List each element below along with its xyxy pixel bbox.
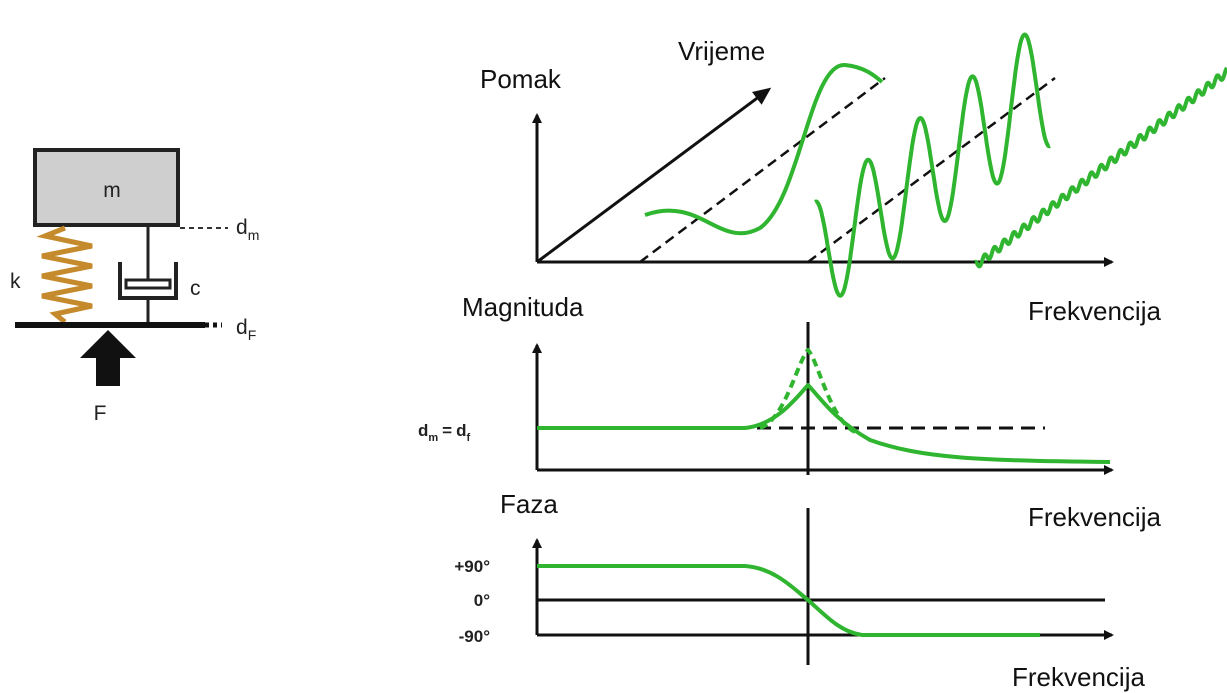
mechanical-model: m dm k c dF F — [10, 148, 259, 425]
time-label: Vrijeme — [678, 36, 765, 66]
symbol: d — [456, 421, 466, 440]
tick-label: -90° — [459, 627, 491, 646]
phase-curve — [537, 564, 1040, 637]
time-arrow — [536, 87, 772, 264]
force-label: F — [94, 402, 107, 425]
subscript: f — [467, 432, 471, 444]
tick-label: +90° — [454, 557, 490, 576]
x-label: Frekvencija — [1028, 296, 1161, 326]
phase-plot: +90° 0° -90° Faza Frekvencija — [454, 489, 1145, 692]
spring-label: k — [10, 270, 21, 293]
force-arrow — [80, 330, 136, 386]
magnitude-plot: dm = df Magnituda Frekvencija — [418, 292, 1161, 532]
magnitude-curve-low-damping — [759, 348, 857, 434]
y-label: Faza — [500, 489, 558, 519]
damper-piston — [124, 278, 172, 290]
x-label: Frekvencija — [1012, 662, 1145, 692]
y-label: Pomak — [480, 64, 562, 94]
symbol: d — [418, 421, 428, 440]
time-line — [807, 76, 1056, 264]
spring — [36, 225, 93, 324]
low-frequency-response — [644, 62, 884, 236]
high-frequency-response — [973, 66, 1227, 269]
y-label: Magnituda — [462, 292, 584, 322]
magnitude-curve — [537, 383, 1111, 464]
symbol: d — [236, 316, 248, 339]
damper-label: c — [190, 277, 201, 300]
base-displacement-label: dF — [236, 316, 256, 343]
resonance-response — [813, 32, 1052, 298]
subscript: F — [248, 327, 257, 343]
tick-label: 0° — [474, 591, 490, 610]
subscript: m — [248, 227, 260, 243]
level-label: dm = df — [418, 421, 471, 444]
x-label: Frekvencija — [1028, 502, 1161, 532]
symbol: d — [236, 216, 248, 239]
mass-displacement-label: dm — [236, 216, 259, 243]
sign: = — [442, 421, 452, 440]
subscript: m — [428, 432, 438, 444]
mass-block — [33, 148, 180, 227]
displacement-plot: Pomak Vrijeme Frekvencija — [480, 32, 1227, 326]
mass-label: m — [103, 179, 121, 202]
time-line — [639, 77, 886, 263]
